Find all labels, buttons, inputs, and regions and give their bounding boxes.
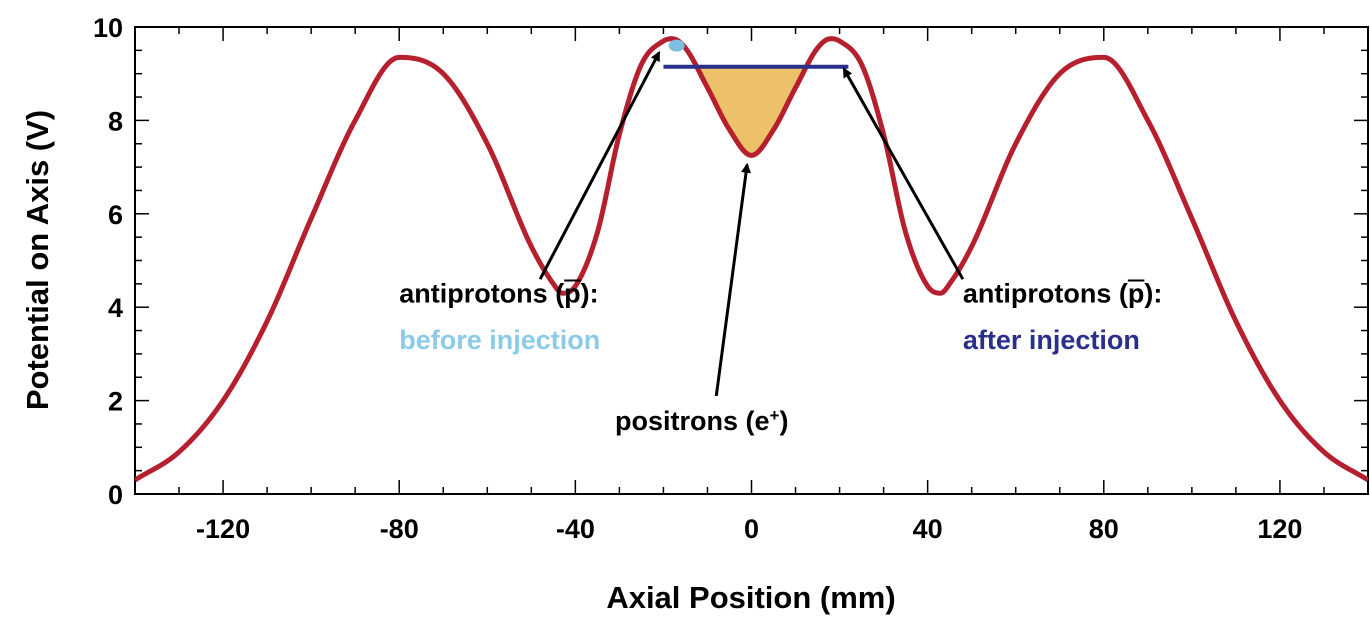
arrow-positrons	[714, 162, 751, 397]
antiprotons-before-marker	[668, 39, 685, 52]
positron-fill	[696, 66, 807, 156]
y-tick-label: 4	[108, 293, 123, 323]
x-tick-label: 120	[1257, 514, 1302, 544]
y-tick-label: 6	[108, 200, 123, 230]
x-axis-title: Axial Position (mm)	[606, 580, 895, 615]
x-tick-label: -80	[380, 514, 419, 544]
y-tick-label: 0	[108, 480, 123, 510]
x-tick-label: -40	[556, 514, 595, 544]
x-tick-label: 80	[1089, 514, 1119, 544]
markers-layer	[663, 39, 849, 69]
label-ap_after-line1: antiprotons (p):	[963, 279, 1162, 309]
curves-layer	[135, 36, 1368, 483]
x-tick-label: 40	[913, 514, 943, 544]
annotations-layer: antiprotons (p): before injection positron…	[399, 279, 1162, 436]
fills-layer	[696, 66, 807, 156]
arrow-ap_after	[842, 67, 965, 280]
label-ap_before-line2: before injection	[399, 325, 600, 355]
tick-labels: -120 -80 -40 0 40 80 120 0 2 4 6 8 10	[93, 13, 1303, 544]
axis-ticks	[134, 26, 1369, 495]
y-tick-label: 2	[108, 387, 123, 417]
positrons-label: positrons (e+)	[615, 405, 788, 436]
y-tick-label: 8	[108, 106, 123, 136]
y-tick-label: 10	[93, 13, 123, 43]
x-tick-label: 0	[744, 514, 759, 544]
arrows-layer	[538, 50, 965, 397]
y-axis-title: Potential on Axis (V)	[20, 110, 55, 410]
potential-curve	[135, 36, 1368, 483]
label-ap_after-line2: after injection	[963, 325, 1140, 355]
x-tick-label: -120	[196, 514, 250, 544]
arrow-ap_before	[538, 50, 661, 280]
label-ap_before-line1: antiprotons (p):	[399, 279, 598, 309]
